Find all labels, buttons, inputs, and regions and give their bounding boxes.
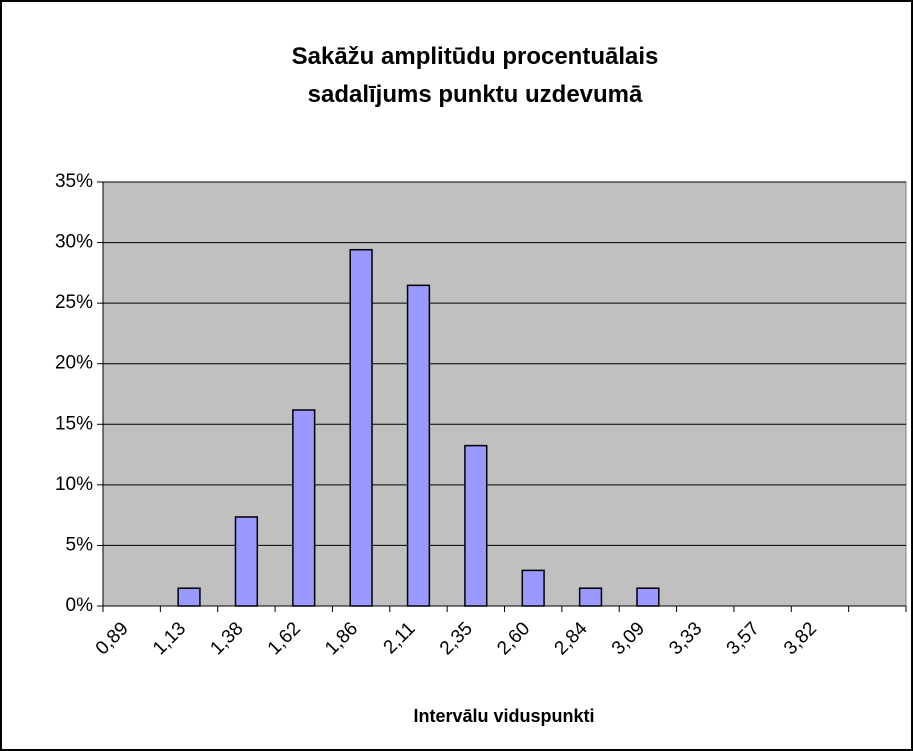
y-tick-label: 25% [55,292,93,313]
y-tick-label: 5% [66,534,94,555]
y-tick-label: 15% [55,413,93,434]
y-tick-label: 30% [55,232,93,253]
plot-area [102,181,907,607]
bar [636,587,660,607]
bar [464,444,488,607]
y-tick-label: 0% [66,595,94,616]
y-tick-label: 35% [55,171,93,192]
bar [177,587,201,607]
y-tick-label: 20% [55,353,93,374]
bar [521,569,545,607]
y-tick-label: 10% [55,474,93,495]
bar [406,284,431,607]
bar [234,516,259,607]
bar [292,409,316,607]
bar [349,248,373,607]
x-axis-label: Intervālu viduspunkti [413,706,594,726]
chart-title: Sakāžu amplitūdu procentuālais sadalījum… [291,43,659,108]
bar [578,587,603,607]
